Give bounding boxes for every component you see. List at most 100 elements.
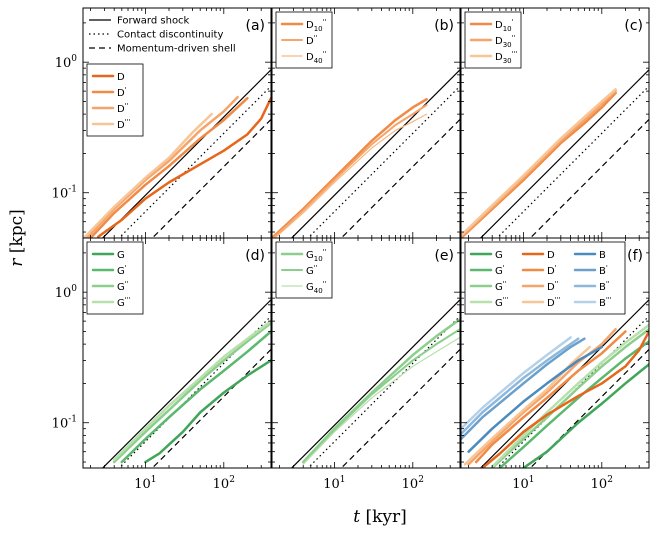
series-line-f-6 bbox=[467, 328, 617, 466]
series-line-f-8 bbox=[467, 345, 604, 453]
legend-label: G''' bbox=[495, 296, 509, 309]
series-line-d-3 bbox=[112, 319, 271, 462]
plot-area bbox=[461, 69, 649, 238]
series-line-f-0 bbox=[522, 363, 649, 468]
y-tick-label: 100 bbox=[55, 284, 78, 301]
x-tick-label: 102 bbox=[213, 475, 235, 492]
legend-label: D''' bbox=[547, 296, 561, 309]
panel-c: (c) D10'D30''D30''' bbox=[460, 7, 650, 239]
legend-label: D' bbox=[547, 264, 557, 277]
series-legend: D10''D'' D40'' bbox=[275, 11, 333, 69]
series-line-d-2 bbox=[112, 321, 271, 464]
x-tick-label: 102 bbox=[591, 475, 613, 492]
series-line-e-1 bbox=[302, 328, 460, 464]
legend-label: B'' bbox=[599, 280, 610, 293]
legend-label: G'' bbox=[495, 280, 507, 293]
panel-label: (e) bbox=[434, 248, 454, 264]
momentum-shell-line bbox=[340, 349, 460, 468]
forward-shock-line bbox=[290, 69, 460, 238]
legend-label: B bbox=[599, 250, 606, 261]
plot-area bbox=[290, 299, 460, 468]
panel-label: (a) bbox=[245, 18, 265, 34]
series-line-f-1 bbox=[498, 340, 649, 468]
series-line-a-2 bbox=[85, 95, 239, 238]
y-tick-label: 10-1 bbox=[52, 185, 77, 202]
ticks bbox=[461, 8, 650, 238]
x-axis-title: t [kyr] bbox=[353, 507, 407, 527]
contact-discontinuity-line bbox=[496, 315, 649, 468]
legend-label: G bbox=[117, 250, 125, 261]
series-line-c-2 bbox=[461, 88, 617, 237]
legend-label: D'' bbox=[306, 34, 318, 47]
series-line-f-11 bbox=[461, 336, 572, 430]
series-line-c-1 bbox=[461, 89, 617, 238]
legend-label: Contact discontinuity bbox=[117, 30, 223, 41]
legend-label: Momentum-driven shell bbox=[117, 44, 236, 55]
series-legend: G10''G'' G40'' bbox=[275, 241, 333, 299]
legend-label: G' bbox=[495, 264, 505, 277]
forward-shock-line bbox=[479, 299, 649, 468]
ticks bbox=[83, 8, 272, 238]
legend-label: D30'' bbox=[495, 34, 516, 49]
panel-f: (f) 101 102 G G' G'' G''' D D' D'' D''' B B' B'' B''' bbox=[460, 237, 650, 492]
legend-label: D'' bbox=[547, 280, 559, 293]
momentum-shell-line bbox=[151, 349, 271, 468]
series-line-f-3 bbox=[490, 323, 649, 468]
contact-discontinuity-line bbox=[307, 85, 460, 238]
panel-frame bbox=[271, 237, 461, 469]
panel-frame bbox=[82, 237, 272, 469]
y-tick-label: 100 bbox=[55, 54, 78, 71]
ticks bbox=[83, 238, 272, 468]
series-line-b-2 bbox=[274, 113, 428, 238]
series-line-e-2 bbox=[302, 336, 460, 465]
legend-label: D10'' bbox=[306, 18, 327, 33]
contact-discontinuity-line bbox=[496, 85, 649, 238]
y-tick-label: 10-1 bbox=[52, 415, 77, 432]
series-legend: G G' G'' G''' D D' D'' D''' B B' B'' B''' bbox=[464, 241, 626, 315]
plot-area bbox=[272, 69, 460, 238]
x-tick-label: 102 bbox=[402, 475, 424, 492]
x-tick-label: 101 bbox=[323, 475, 345, 492]
series-legend: D D' D'' D''' bbox=[86, 63, 144, 137]
momentum-shell-line bbox=[151, 119, 271, 238]
panel-label: (f) bbox=[627, 248, 643, 264]
legend-label: Forward shock bbox=[117, 16, 190, 27]
series-line-a-1 bbox=[89, 96, 249, 238]
legend-label: D30''' bbox=[495, 50, 517, 65]
panel-a: (a) 10-1 100 Forward shock Contact discontin… bbox=[52, 7, 272, 239]
contact-discontinuity-line bbox=[307, 315, 460, 468]
panel-label: (b) bbox=[434, 18, 454, 34]
plot-area bbox=[83, 69, 271, 238]
series-line-f-10 bbox=[461, 337, 580, 436]
panel-label: (d) bbox=[245, 248, 265, 264]
series-line-d-0 bbox=[144, 359, 271, 464]
y-axis-title: r [kpc] bbox=[7, 209, 27, 267]
panel-e: (e) 101 102 G10''G'' G40'' bbox=[271, 237, 461, 492]
x-tick-label: 101 bbox=[512, 475, 534, 492]
legend-label: G''' bbox=[117, 296, 131, 309]
series-line-f-7 bbox=[463, 345, 591, 466]
legend-label: D bbox=[117, 72, 125, 83]
series-line-f-9 bbox=[461, 337, 586, 441]
series-line-a-0 bbox=[96, 96, 271, 238]
legend-label: G bbox=[495, 250, 503, 261]
series-line-a-3 bbox=[83, 112, 213, 238]
series-line-f-2 bbox=[490, 328, 649, 468]
series-legend: D10'D30''D30''' bbox=[464, 11, 522, 69]
panels-layer: (a) 10-1 100 Forward shock Contact discontin… bbox=[52, 7, 650, 492]
momentum-shell-line bbox=[529, 119, 649, 238]
legend-label: D bbox=[547, 250, 555, 261]
series-line-b-0 bbox=[272, 98, 428, 238]
panel-d: (d) 10-1 100 101 102 G G' G'' G''' bbox=[52, 237, 272, 492]
legend-label: D10' bbox=[495, 18, 514, 33]
legend-label: D' bbox=[117, 86, 127, 99]
reference-legend: Forward shock Contact discontinuity Moment… bbox=[89, 16, 236, 55]
legend-label: D'' bbox=[117, 102, 129, 115]
panel-b: (b) D10''D'' D40'' bbox=[271, 7, 461, 239]
plot-area bbox=[101, 299, 271, 468]
contact-discontinuity-line bbox=[118, 85, 271, 238]
legend-label: G'' bbox=[306, 264, 318, 277]
panel-frame bbox=[460, 237, 650, 469]
legend-label: G' bbox=[117, 264, 127, 277]
